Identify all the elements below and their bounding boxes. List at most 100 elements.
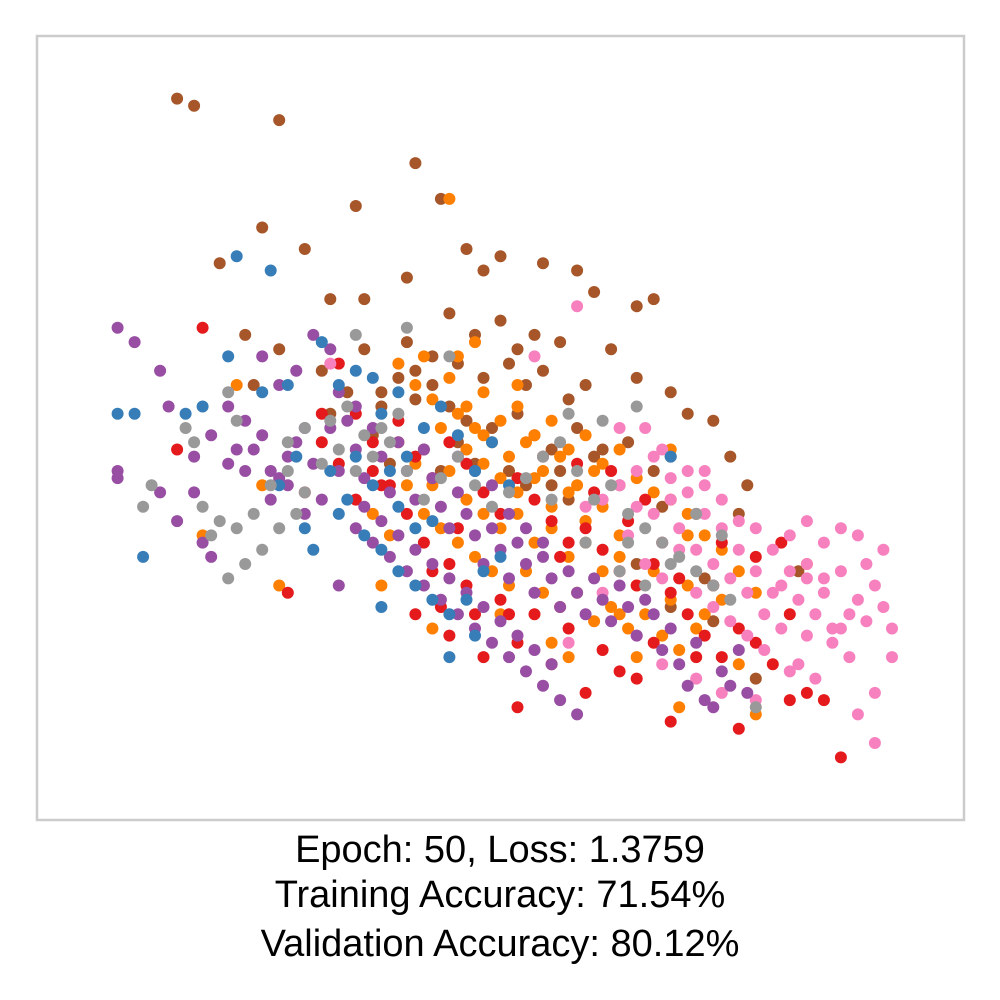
scatter-point — [520, 379, 532, 391]
scatter-point — [332, 507, 345, 520]
epoch-loss-label: Epoch: 50, Loss: 1.3759 — [295, 829, 705, 871]
scatter-point — [171, 443, 184, 456]
scatter-point — [298, 243, 311, 255]
scatter-point — [383, 465, 396, 477]
scatter-point — [247, 443, 260, 456]
scatter-point — [664, 558, 677, 570]
scatter-point — [571, 708, 584, 721]
scatter-point — [613, 579, 626, 592]
scatter-point — [537, 465, 549, 477]
scatter-point — [817, 536, 830, 549]
scatter-point — [588, 286, 601, 298]
scatter-point — [434, 500, 447, 513]
scatter-point — [469, 479, 481, 492]
scatter-point — [434, 192, 447, 205]
scatter-point — [800, 558, 813, 570]
scatter-point — [596, 543, 609, 556]
scatter-point — [834, 565, 847, 578]
scatter-point — [486, 522, 498, 535]
scatter-point — [664, 622, 677, 635]
scatter-point — [222, 386, 235, 399]
scatter-point — [486, 636, 498, 649]
scatter-point — [434, 400, 447, 413]
scatter-point — [477, 429, 490, 442]
scatter-point — [503, 357, 515, 370]
scatter-point — [528, 350, 541, 363]
scatter-point — [562, 636, 575, 649]
scatter-point — [443, 608, 456, 621]
scatter-point — [511, 472, 524, 485]
scatter-point — [664, 586, 677, 599]
scatter-point — [188, 450, 201, 463]
scatter-point — [647, 465, 660, 477]
scatter-point — [451, 429, 464, 442]
scatter-point — [358, 500, 371, 513]
scatter-point — [630, 300, 643, 313]
scatter-point — [588, 572, 601, 585]
scatter-point — [656, 629, 669, 642]
scatter-point — [732, 622, 745, 635]
scatter-point — [409, 364, 422, 377]
scatter-point — [537, 536, 549, 549]
scatter-point — [571, 264, 584, 277]
scatter-point — [154, 364, 167, 377]
scatter-point — [545, 479, 558, 492]
scatter-point — [443, 651, 456, 664]
scatter-point — [800, 572, 813, 585]
scatter-point — [673, 658, 686, 671]
scatter-point — [400, 565, 413, 578]
scatter-point — [486, 479, 498, 492]
scatter-point — [775, 579, 788, 592]
scatter-point — [860, 558, 873, 570]
scatter-point — [690, 636, 703, 649]
scatter-point — [400, 336, 413, 349]
scatter-point — [230, 379, 243, 391]
scatter-point — [315, 493, 328, 506]
scatter-point — [196, 321, 209, 334]
scatter-point — [792, 593, 805, 606]
scatter-point — [434, 422, 447, 434]
scatter-point — [741, 479, 754, 492]
scatter-point — [766, 543, 779, 556]
scatter-point — [315, 407, 328, 420]
scatter-point — [537, 364, 549, 377]
scatter-point — [511, 400, 524, 413]
scatter-point — [681, 608, 694, 621]
scatter-point — [826, 636, 839, 649]
scatter-point — [664, 715, 677, 728]
scatter-point — [630, 400, 643, 413]
scatter-point — [579, 522, 592, 535]
scatter-point — [358, 429, 371, 442]
scatter-point — [375, 422, 388, 434]
scatter-point — [392, 386, 405, 399]
scatter-point — [673, 550, 686, 563]
scatter-point — [809, 608, 822, 621]
scatter-point — [222, 350, 235, 363]
scatter-point — [588, 493, 601, 506]
scatter-point — [690, 565, 703, 578]
scatter-point — [817, 694, 830, 707]
scatter-point — [579, 686, 592, 699]
scatter-point — [409, 450, 422, 463]
scatter-point — [264, 479, 277, 492]
scatter-point — [724, 593, 737, 606]
scatter-point — [256, 350, 269, 363]
scatter-point — [520, 522, 532, 535]
scatter-point — [571, 300, 584, 313]
scatter-point — [273, 522, 286, 535]
scatter-point — [145, 479, 158, 492]
scatter-point — [349, 400, 362, 413]
scatter-point — [613, 529, 626, 542]
scatter-point — [537, 586, 549, 599]
scatter-point — [315, 336, 328, 349]
scatter-point — [477, 457, 490, 470]
scatter-point — [205, 550, 218, 563]
scatter-point — [715, 651, 728, 664]
scatter-point — [622, 601, 635, 613]
scatter-point — [656, 572, 669, 585]
scatter-point — [417, 350, 430, 363]
scatter-point — [639, 522, 652, 535]
scatter-point — [707, 601, 720, 613]
scatter-point — [639, 579, 652, 592]
scatter-point — [528, 644, 541, 656]
